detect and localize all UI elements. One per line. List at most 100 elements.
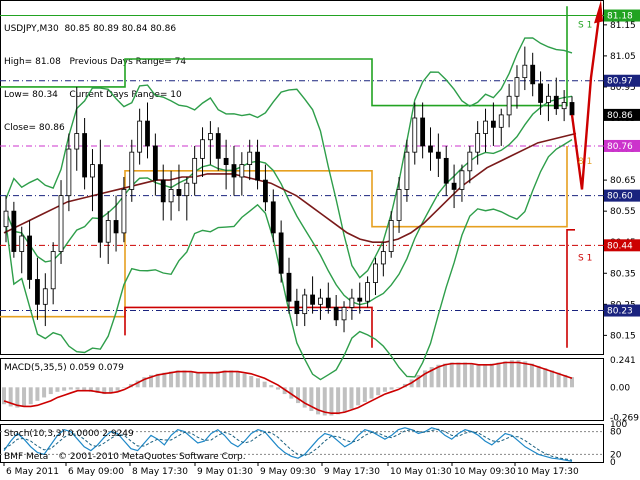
macd-bar [68,387,73,390]
macd-bar [189,371,194,388]
candle-body [404,151,410,190]
macd-bar [15,387,20,408]
time-tick-label: 6 May 2011 [6,467,59,477]
candle-body [396,189,402,221]
macd-bar [162,372,167,388]
candle-body [152,145,158,181]
candle-body [82,133,88,178]
candle-body [3,210,9,228]
macd-bar [316,387,321,415]
candle-body [341,307,347,321]
copyright-label: © 2001-2010 MetaQuotes Software Corp. [58,452,246,462]
time-tick-label: 9 May 17:30 [324,467,380,477]
stoch-tick-label: 80 [610,428,622,438]
macd-label: MACD(5,35,5) 0.059 0.079 [4,363,124,373]
macd-bar [22,387,27,407]
macd-axis: 0.241 0.00 -0.269 [610,356,639,423]
macd-bar [269,385,274,388]
header-block: USDJPY,M30 80.85 80.89 80.84 80.86 High=… [4,2,186,145]
candle-body [349,297,355,308]
macd-bar [102,387,107,395]
candle-body [207,133,213,141]
candle-body [483,120,488,134]
candle-body [428,145,433,153]
macd-bar [262,381,267,388]
candle-body [561,102,567,110]
candle-body [231,164,237,178]
candle-body [97,164,103,243]
macd-bar [483,364,488,388]
low-stat: Low= 80.34 [4,90,58,100]
bmf-label: BMF Meta [4,452,48,462]
candle-body [475,133,481,153]
macd-panel-frame [0,358,604,421]
macd-bar [549,370,554,388]
macd-bar [215,371,220,388]
candle-body [333,307,339,321]
candle-body [270,201,276,234]
high-stat: High= 81.08 [4,57,61,67]
bollinger-bands [5,37,573,381]
price-tag-bg [604,139,640,152]
macd-bar [48,387,53,395]
candle-body [192,157,198,184]
macd-bar [35,387,40,401]
candle-body [160,179,166,203]
candle-body [569,102,575,116]
candle-body [514,77,520,97]
macd-bar [336,387,341,415]
macd-tick-label: -0.269 [610,414,639,424]
macd-bar [175,370,180,388]
stoch-panel [0,427,604,462]
candle-body [137,120,143,153]
macd-bar [556,372,561,388]
stoch-main-line [3,427,573,462]
stoch-panel-frame [0,424,604,463]
macd-bar [255,378,260,388]
price-tick-label: 80.65 [610,176,636,186]
macd-bar [436,364,441,388]
macd-bar [302,387,307,408]
macd-bar [389,387,394,390]
macd-bar [369,387,374,399]
candle-body [35,279,40,305]
candle-body [50,251,56,290]
candle-body [490,120,496,128]
macd-signal-line [3,361,573,415]
symbol-title: USDJPY,M30 [4,24,59,34]
candle-body [443,157,449,184]
candle-body [129,151,135,190]
level-tag: 8 1 [578,157,592,167]
candle-body [294,300,300,315]
candle-body [435,151,441,159]
macd-bar [396,387,401,388]
candle-body [215,133,221,159]
macd-bar [195,372,200,388]
macd-bar [108,387,113,393]
macd-bar [322,387,327,416]
price-tag-text: 80.86 [607,111,633,121]
forecast-arrow [570,0,603,190]
pivot-step-0 [0,6,568,107]
macd-bar [88,387,93,392]
price-tag-text: 80.97 [607,77,633,87]
macd-bar [382,387,387,392]
candle-body [451,182,457,190]
candles [3,46,575,333]
candle-body [11,210,17,252]
macd-bar [55,387,60,392]
macd-bar [456,362,461,388]
candle-body [200,139,205,159]
candle-body [318,297,323,305]
candle-body [286,272,292,302]
candle-body [388,220,394,252]
price-tag-text: 81.18 [607,12,633,22]
candle-body [58,195,64,252]
candle-body [19,235,25,252]
candle-body [90,164,95,178]
candle-body [412,117,418,153]
stoch-tick-label: 20 [610,450,622,460]
price-labels: 81.18 80.97 80.86 80.76 80.60 80.44 80.23 S 1 8 … [578,9,640,317]
